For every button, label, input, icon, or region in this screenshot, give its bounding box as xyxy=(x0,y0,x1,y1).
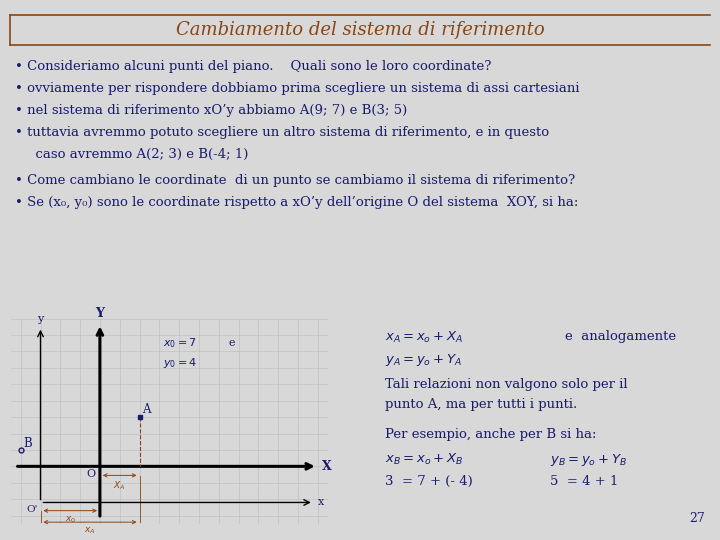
Text: y: y xyxy=(37,314,44,323)
Text: $y_A= y_o + Y_A$: $y_A= y_o + Y_A$ xyxy=(385,352,462,368)
Text: X: X xyxy=(322,460,331,473)
Text: caso avremmo A(2; 3) e B(-4; 1): caso avremmo A(2; 3) e B(-4; 1) xyxy=(27,148,248,161)
Text: • Come cambiano le coordinate  di un punto se cambiamo il sistema di riferimento: • Come cambiano le coordinate di un punt… xyxy=(15,174,575,187)
Text: • nel sistema di riferimento xO’y abbiamo A(9; 7) e B(3; 5): • nel sistema di riferimento xO’y abbiam… xyxy=(15,104,408,117)
Text: $x_B = x_o + X_B$: $x_B = x_o + X_B$ xyxy=(385,452,463,467)
Text: • Se (x₀, y₀) sono le coordinate rispetto a xO’y dell’origine O del sistema  XOY: • Se (x₀, y₀) sono le coordinate rispett… xyxy=(15,196,578,209)
Text: 5  = 4 + 1: 5 = 4 + 1 xyxy=(550,475,618,488)
Text: O: O xyxy=(87,469,96,479)
Text: $x_A$: $x_A$ xyxy=(84,526,96,536)
Text: O': O' xyxy=(26,505,37,514)
Text: Tali relazioni non valgono solo per il: Tali relazioni non valgono solo per il xyxy=(385,378,628,391)
Text: Y: Y xyxy=(95,307,104,320)
Text: 3  = 7 + (- 4): 3 = 7 + (- 4) xyxy=(385,475,473,488)
Text: • Consideriamo alcuni punti del piano.    Quali sono le loro coordinate?: • Consideriamo alcuni punti del piano. Q… xyxy=(15,60,491,73)
Text: $x_0 = 7$: $x_0 = 7$ xyxy=(163,336,197,350)
Text: $X_A$: $X_A$ xyxy=(114,480,126,492)
Text: punto A, ma per tutti i punti.: punto A, ma per tutti i punti. xyxy=(385,398,577,411)
Text: Per esempio, anche per B si ha:: Per esempio, anche per B si ha: xyxy=(385,428,596,441)
Text: Cambiamento del sistema di riferimento: Cambiamento del sistema di riferimento xyxy=(176,21,544,39)
Text: B: B xyxy=(24,437,32,450)
Text: $y_0 = 4$: $y_0 = 4$ xyxy=(163,356,197,370)
Text: e: e xyxy=(229,338,235,348)
Text: A: A xyxy=(143,403,151,416)
Text: • ovviamente per rispondere dobbiamo prima scegliere un sistema di assi cartesia: • ovviamente per rispondere dobbiamo pri… xyxy=(15,82,580,95)
Text: 27: 27 xyxy=(689,512,705,525)
Text: $x_0$: $x_0$ xyxy=(65,515,76,525)
Text: $y_B = y_o + Y_B$: $y_B = y_o + Y_B$ xyxy=(550,452,627,468)
Text: e  analogamente: e analogamente xyxy=(565,330,676,343)
Text: x: x xyxy=(318,497,324,508)
Text: $x_A= x_o + X_A$: $x_A= x_o + X_A$ xyxy=(385,330,463,345)
Text: • tuttavia avremmo potuto scegliere un altro sistema di riferimento, e in questo: • tuttavia avremmo potuto scegliere un a… xyxy=(15,126,549,139)
